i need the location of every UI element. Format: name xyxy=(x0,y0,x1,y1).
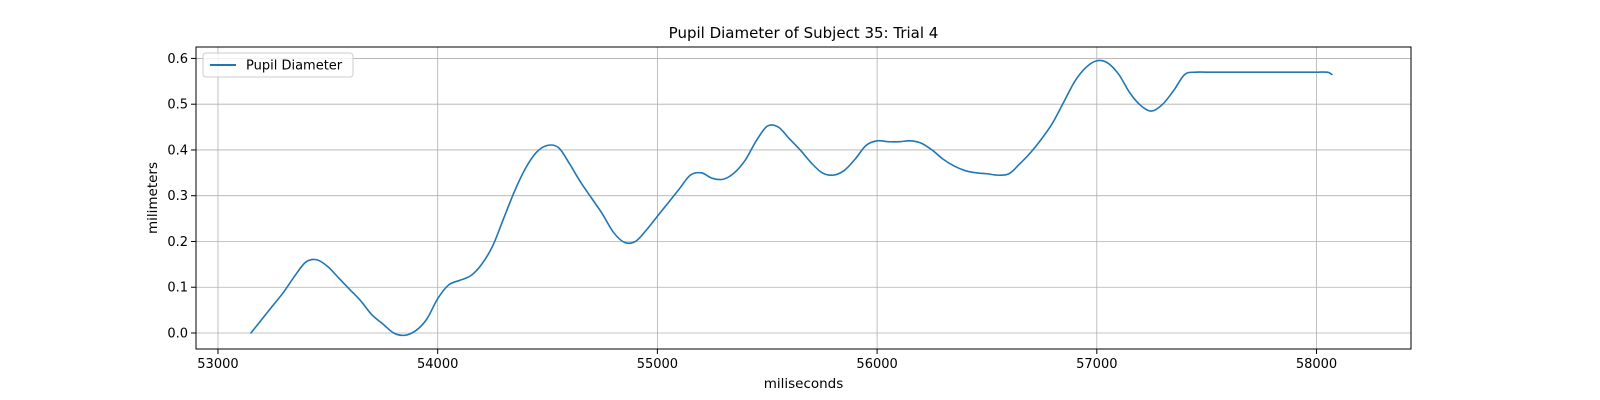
series-layer xyxy=(250,59,1333,337)
series-line-pupil-diameter xyxy=(250,59,1333,337)
axis-ticks: 53000 54000 55000 56000 57000 58000 0.0 0.1 0.2 0… xyxy=(167,52,1337,372)
x-tick-label: 55000 xyxy=(637,357,678,372)
y-tick-label: 0.1 xyxy=(167,281,188,296)
y-tick-label: 0.4 xyxy=(167,143,188,158)
legend: Pupil Diameter xyxy=(202,52,354,78)
chart-title: Pupil Diameter of Subject 35: Trial 4 xyxy=(669,24,939,42)
legend-label: Pupil Diameter xyxy=(246,59,343,74)
plot-area-frame xyxy=(195,46,1412,350)
x-tick-label: 58000 xyxy=(1296,357,1337,372)
y-tick-label: 0.0 xyxy=(167,326,188,341)
y-tick-label: 0.6 xyxy=(167,52,188,67)
y-tick-label: 0.3 xyxy=(167,189,188,204)
x-tick-label: 57000 xyxy=(1076,357,1117,372)
x-tick-label: 53000 xyxy=(197,357,238,372)
legend-box xyxy=(202,52,354,78)
y-tick-label: 0.2 xyxy=(167,235,188,250)
x-tick-label: 56000 xyxy=(856,357,897,372)
x-axis-label: miliseconds xyxy=(764,376,844,392)
y-tick-label: 0.5 xyxy=(167,98,188,113)
grid xyxy=(196,47,1411,349)
x-tick-label: 54000 xyxy=(417,357,458,372)
y-axis-label: milimeters xyxy=(145,162,161,234)
